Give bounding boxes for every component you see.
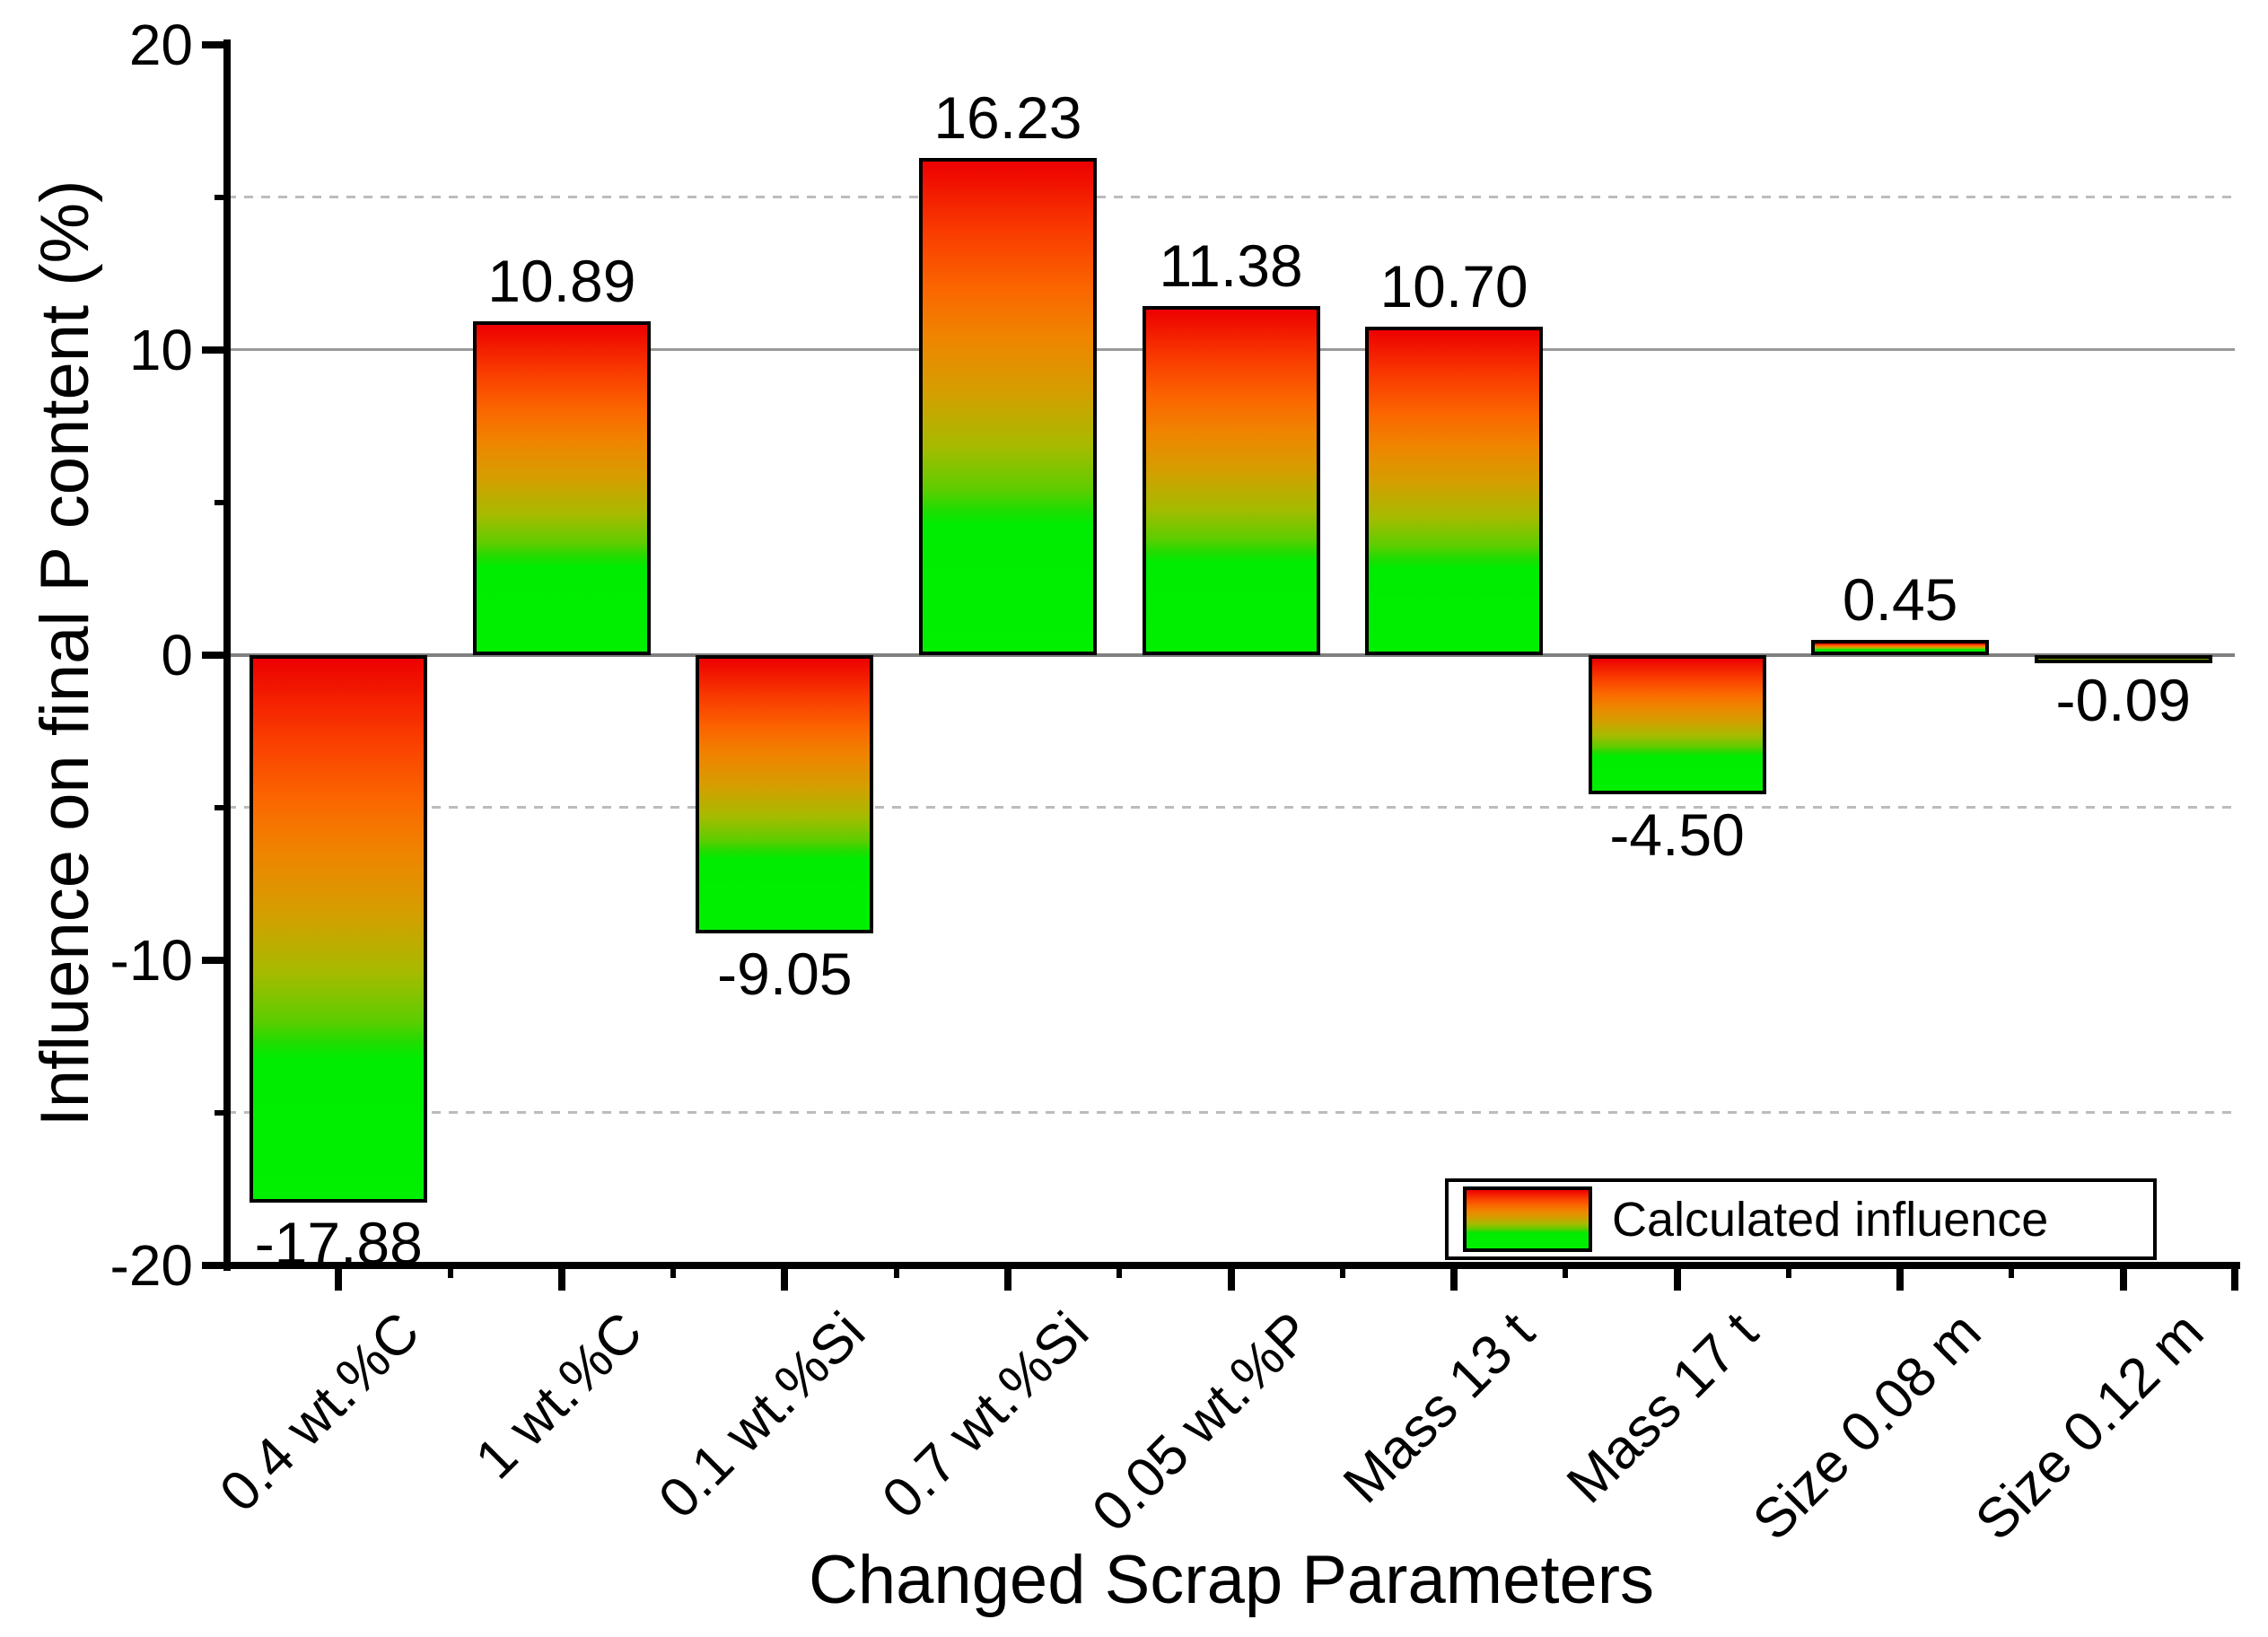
x-tick-label-0.1 wt.%Si: 0.1 wt.%Si	[647, 1300, 878, 1531]
x-boundary-tick-2	[670, 1265, 677, 1278]
x-major-tick-0.4 wt.%C	[335, 1265, 343, 1291]
y-minor-tick--5	[215, 805, 227, 810]
x-major-tick-Mass 13 t	[1450, 1265, 1458, 1291]
x-boundary-tick-7	[1785, 1265, 1791, 1278]
bar-0.05 wt.%P	[1142, 306, 1320, 655]
bar-value-label: -9.05	[717, 940, 853, 1007]
bar-Mass 13 t	[1365, 327, 1544, 655]
x-tick-label-0.05 wt.%P: 0.05 wt.%P	[1081, 1300, 1324, 1544]
bar-value-label: -17.88	[254, 1209, 423, 1276]
bar-value-label: -4.50	[1609, 801, 1745, 868]
x-major-tick-0.05 wt.%P	[1227, 1265, 1235, 1291]
y-major-tick-10	[202, 346, 227, 354]
bar-0.7 wt.%Si	[918, 158, 1097, 655]
y-major-tick-0	[202, 652, 227, 659]
x-tick-label-Mass 13 t: Mass 13 t	[1332, 1300, 1547, 1516]
y-tick-label-10: 10	[128, 318, 193, 382]
legend-label: Calculated influence	[1612, 1192, 2049, 1247]
x-axis-title: Changed Scrap Parameters	[808, 1542, 1655, 1618]
x-tick-label-1 wt.%C: 1 wt.%C	[463, 1300, 654, 1492]
bar-1 wt.%C	[472, 320, 651, 655]
bar-Mass 17 t	[1588, 655, 1766, 794]
gridline-y-15	[227, 196, 2235, 198]
x-major-tick-Mass 17 t	[1673, 1265, 1681, 1291]
y-major-tick--10	[202, 957, 227, 964]
x-tick-label-0.4 wt.%C: 0.4 wt.%C	[207, 1300, 432, 1524]
y-tick-label-0: 0	[161, 623, 193, 687]
bar-value-label: 16.23	[933, 84, 1082, 152]
x-boundary-tick-9	[2231, 1265, 2238, 1291]
bar-value-label: 0.45	[1842, 565, 1958, 633]
x-boundary-tick-1	[447, 1265, 453, 1278]
x-major-tick-1 wt.%C	[557, 1265, 565, 1291]
y-major-tick--20	[202, 1262, 227, 1269]
x-major-tick-Size 0.12 m	[2119, 1265, 2127, 1291]
bar-0.1 wt.%Si	[696, 655, 874, 933]
x-boundary-tick-5	[1339, 1265, 1345, 1278]
x-boundary-tick-6	[1563, 1265, 1569, 1278]
x-boundary-tick-3	[893, 1265, 899, 1278]
bar-value-label: 11.38	[1159, 232, 1303, 300]
x-tick-label-Size 0.08 m: Size 0.08 m	[1740, 1300, 1993, 1553]
x-major-tick-Size 0.08 m	[1896, 1265, 1905, 1291]
x-major-tick-0.1 wt.%Si	[781, 1265, 789, 1291]
y-axis-line	[223, 39, 231, 1271]
y-tick-label--20: -20	[109, 1233, 194, 1298]
x-tick-label-Size 0.12 m: Size 0.12 m	[1964, 1300, 2216, 1553]
bar-value-label: -0.09	[2055, 667, 2191, 734]
x-tick-label-0.7 wt.%Si: 0.7 wt.%Si	[871, 1300, 1101, 1531]
x-boundary-tick-8	[2009, 1265, 2015, 1278]
x-major-tick-0.7 wt.%Si	[1003, 1265, 1011, 1291]
gridline-y-0	[227, 653, 2235, 657]
bar-Size 0.08 m	[1811, 639, 1990, 655]
x-tick-label-Mass 17 t: Mass 17 t	[1554, 1300, 1770, 1516]
y-minor-tick-15	[215, 195, 227, 200]
bar-value-label: 10.89	[487, 247, 636, 314]
gridline-y--15	[227, 1111, 2235, 1114]
y-major-tick-20	[202, 41, 227, 48]
x-boundary-tick-4	[1116, 1265, 1123, 1278]
bar-Size 0.12 m	[2034, 655, 2212, 663]
bar-0.4 wt.%C	[250, 655, 428, 1203]
y-minor-tick--15	[215, 1110, 227, 1116]
gridline-y--5	[227, 806, 2235, 809]
legend-gradient-swatch	[1463, 1186, 1592, 1252]
y-minor-tick-5	[215, 500, 227, 505]
bar-value-label: 10.70	[1379, 253, 1528, 320]
x-axis-line	[202, 1262, 2240, 1269]
y-tick-label--10: -10	[109, 928, 194, 993]
y-tick-label-20: 20	[128, 13, 193, 77]
legend: Calculated influence	[1445, 1178, 2157, 1260]
